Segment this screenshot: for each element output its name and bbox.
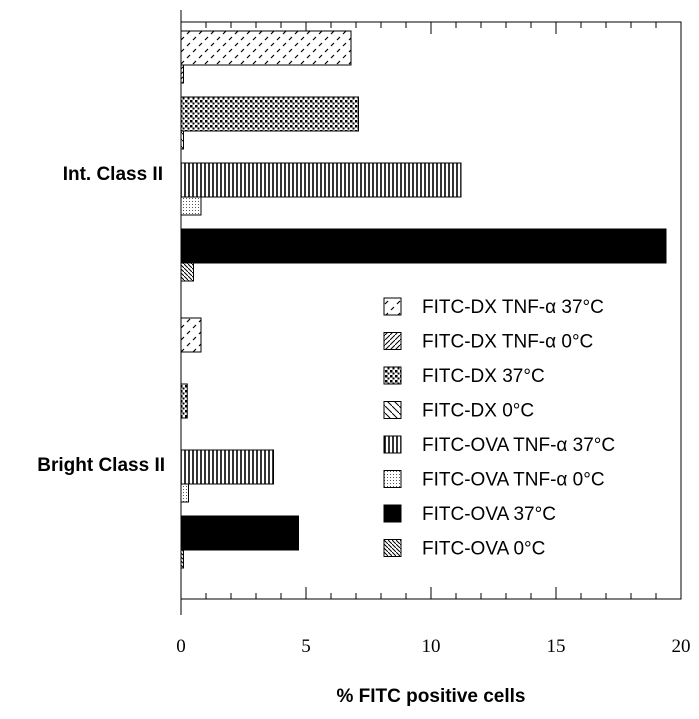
legend-swatch xyxy=(383,470,402,488)
x-axis-title: % FITC positive cells xyxy=(337,686,526,707)
bar xyxy=(180,162,462,198)
x-tick-label: 15 xyxy=(547,636,566,657)
bar xyxy=(180,383,188,419)
legend-entry: FITC-DX 0°C xyxy=(422,401,534,422)
bar xyxy=(180,30,352,66)
bar xyxy=(180,317,202,353)
legend-entry: FITC-DX TNF-α 37°C xyxy=(422,297,604,318)
legend-swatch xyxy=(383,332,402,350)
category-label: Int. Class II xyxy=(63,164,163,185)
bar xyxy=(180,228,667,264)
legend-entry: FITC-OVA TNF-α 0°C xyxy=(422,470,605,491)
legend-swatch xyxy=(383,366,402,385)
category-label: Bright Class II xyxy=(37,455,165,476)
legend-swatch xyxy=(383,435,402,454)
bar xyxy=(180,64,184,84)
legend-entry: FITC-DX 37°C xyxy=(422,366,545,387)
bar xyxy=(180,130,184,150)
bar xyxy=(180,196,202,216)
legend: FITC-DX TNF-α 37°C FITC-DX TNF-α 0°C FITC-… xyxy=(383,297,615,560)
bar xyxy=(180,262,194,282)
x-tick-label: 10 xyxy=(422,636,441,657)
legend-entry: FITC-OVA 0°C xyxy=(422,539,545,560)
legend-entry: FITC-OVA TNF-α 37°C xyxy=(422,435,615,456)
legend-swatch xyxy=(383,297,402,316)
bar xyxy=(180,515,299,551)
bar xyxy=(180,549,184,569)
legend-swatch xyxy=(383,504,402,523)
legend-swatch xyxy=(383,539,402,557)
x-tick-label: 5 xyxy=(301,636,311,657)
legend-entry: FITC-DX TNF-α 0°C xyxy=(422,332,593,353)
legend-entry: FITC-OVA 37°C xyxy=(422,504,556,525)
bar xyxy=(180,96,359,132)
x-tick-label: 20 xyxy=(672,636,691,657)
bar xyxy=(180,483,189,503)
x-tick-label: 0 xyxy=(176,636,186,657)
bar xyxy=(180,449,274,485)
legend-swatch xyxy=(383,401,402,419)
